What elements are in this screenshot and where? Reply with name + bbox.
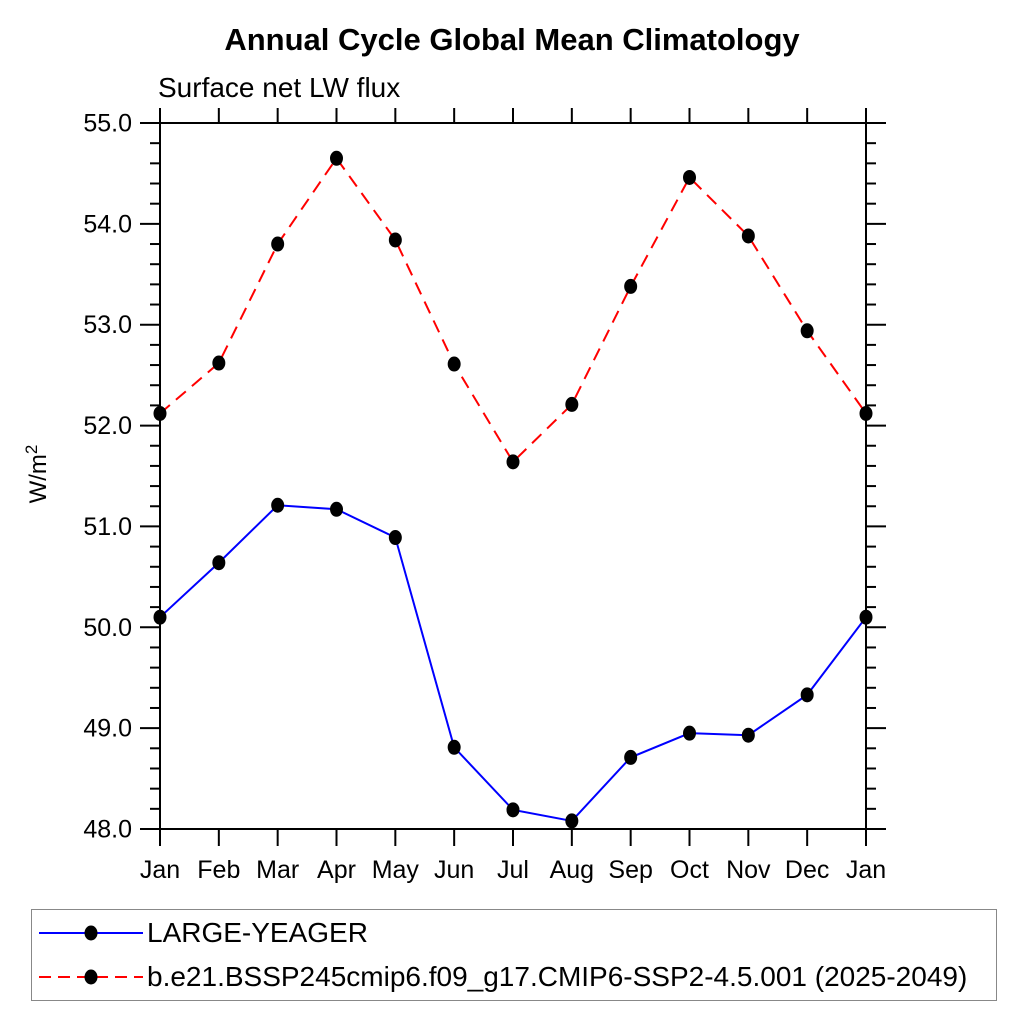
legend-line-sample-dashed [39,969,143,985]
data-point-marker [212,555,226,571]
data-point-marker [506,454,520,470]
x-tick-label: May [372,856,420,884]
legend: LARGE-YEAGER b.e21.BSSP245cmip6.f09_g17.… [31,909,997,1001]
series-line-1 [159,156,867,464]
x-tick-label: Jan [846,856,886,884]
y-tick-label: 53.0 [83,311,132,339]
chart-title: Annual Cycle Global Mean Climatology [224,22,800,57]
data-point-marker [271,236,285,252]
data-point-marker [800,323,814,339]
data-point-marker [565,396,579,412]
data-point-marker [212,355,226,371]
data-point-marker [330,501,343,517]
y-tick-label: 49.0 [83,715,132,743]
x-tick-label: Dec [785,856,829,884]
x-tick-label: Jul [497,856,529,884]
data-point-marker [388,232,402,248]
series-line-0 [159,504,867,823]
x-tick-label: Oct [670,856,709,884]
legend-marker-icon [84,925,98,941]
plot-border [159,122,867,830]
data-point-marker [388,530,402,546]
legend-marker-icon [84,969,98,985]
data-point-marker [859,405,873,421]
x-tick-label: Sep [608,856,652,884]
x-tick-label: Aug [550,856,594,884]
data-point-marker [624,278,638,294]
legend-item-large-yeager: LARGE-YEAGER [32,913,368,953]
data-point-marker [683,169,696,185]
y-tick-label: 51.0 [83,513,132,541]
data-point-marker [271,497,285,513]
data-point-marker [447,356,461,372]
chart-subtitle: Surface net LW flux [158,72,401,103]
y-tick-label: 54.0 [83,210,132,238]
legend-label: LARGE-YEAGER [147,917,368,948]
x-tick-label: Jun [434,856,474,884]
y-axis-label: W/m2 [22,445,52,504]
y-tick-label: 48.0 [83,816,132,844]
data-point-marker [859,609,873,625]
data-point-marker [624,749,638,765]
data-point-marker [741,228,755,244]
legend-item-cmip6-ssp2: b.e21.BSSP245cmip6.f09_g17.CMIP6-SSP2-4.… [32,957,967,997]
y-tick-label: 50.0 [83,614,132,642]
y-tick-label: 52.0 [83,412,132,440]
data-point-marker [800,687,814,703]
data-point-marker [683,725,696,741]
x-tick-label: Jan [140,856,180,884]
data-point-marker [741,727,755,743]
data-point-marker [153,609,167,625]
data-point-marker [153,405,167,421]
data-point-marker [447,739,461,755]
x-tick-label: Nov [726,856,771,884]
legend-label: b.e21.BSSP245cmip6.f09_g17.CMIP6-SSP2-4.… [147,961,968,992]
data-point-marker [565,813,579,829]
x-tick-label: Apr [317,856,356,884]
y-tick-label: 55.0 [83,110,132,138]
data-point-marker [506,802,520,818]
data-point-marker [330,150,343,166]
legend-line-sample-solid [39,925,143,941]
x-tick-label: Feb [197,856,240,884]
x-tick-label: Mar [256,856,299,884]
